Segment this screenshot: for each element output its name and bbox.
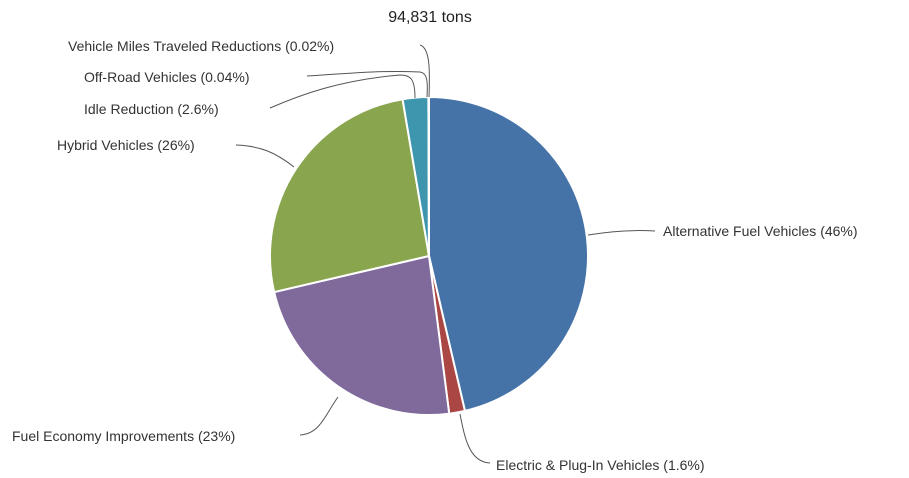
pie-slice-2	[272, 254, 451, 416]
slice-label-4: Idle Reduction (2.6%)	[84, 101, 219, 117]
pie-slices	[269, 95, 589, 416]
pie-slice-0	[428, 95, 589, 413]
slice-label-2: Fuel Economy Improvements (23%)	[12, 428, 235, 444]
leader-line-2	[299, 396, 339, 436]
leader-line-1	[459, 413, 491, 464]
slice-label-1: Electric & Plug-In Vehicles (1.6%)	[496, 457, 705, 473]
leader-line-3	[235, 144, 295, 168]
leader-line-4	[269, 74, 416, 109]
pie-slice-3	[269, 98, 431, 294]
leader-line-6	[419, 44, 430, 98]
leader-line-5	[306, 70, 428, 98]
slice-label-0: Alternative Fuel Vehicles (46%)	[663, 223, 858, 239]
leader-line-0	[587, 229, 656, 236]
slice-label-5: Off-Road Vehicles (0.04%)	[84, 69, 250, 85]
slice-labels: Alternative Fuel Vehicles (46%) Electric …	[12, 38, 858, 473]
slice-label-6: Vehicle Miles Traveled Reductions (0.02%…	[68, 38, 334, 54]
leader-lines	[235, 44, 656, 464]
chart-title: 94,831 tons	[388, 9, 472, 26]
slice-label-3: Hybrid Vehicles (26%)	[57, 137, 195, 153]
